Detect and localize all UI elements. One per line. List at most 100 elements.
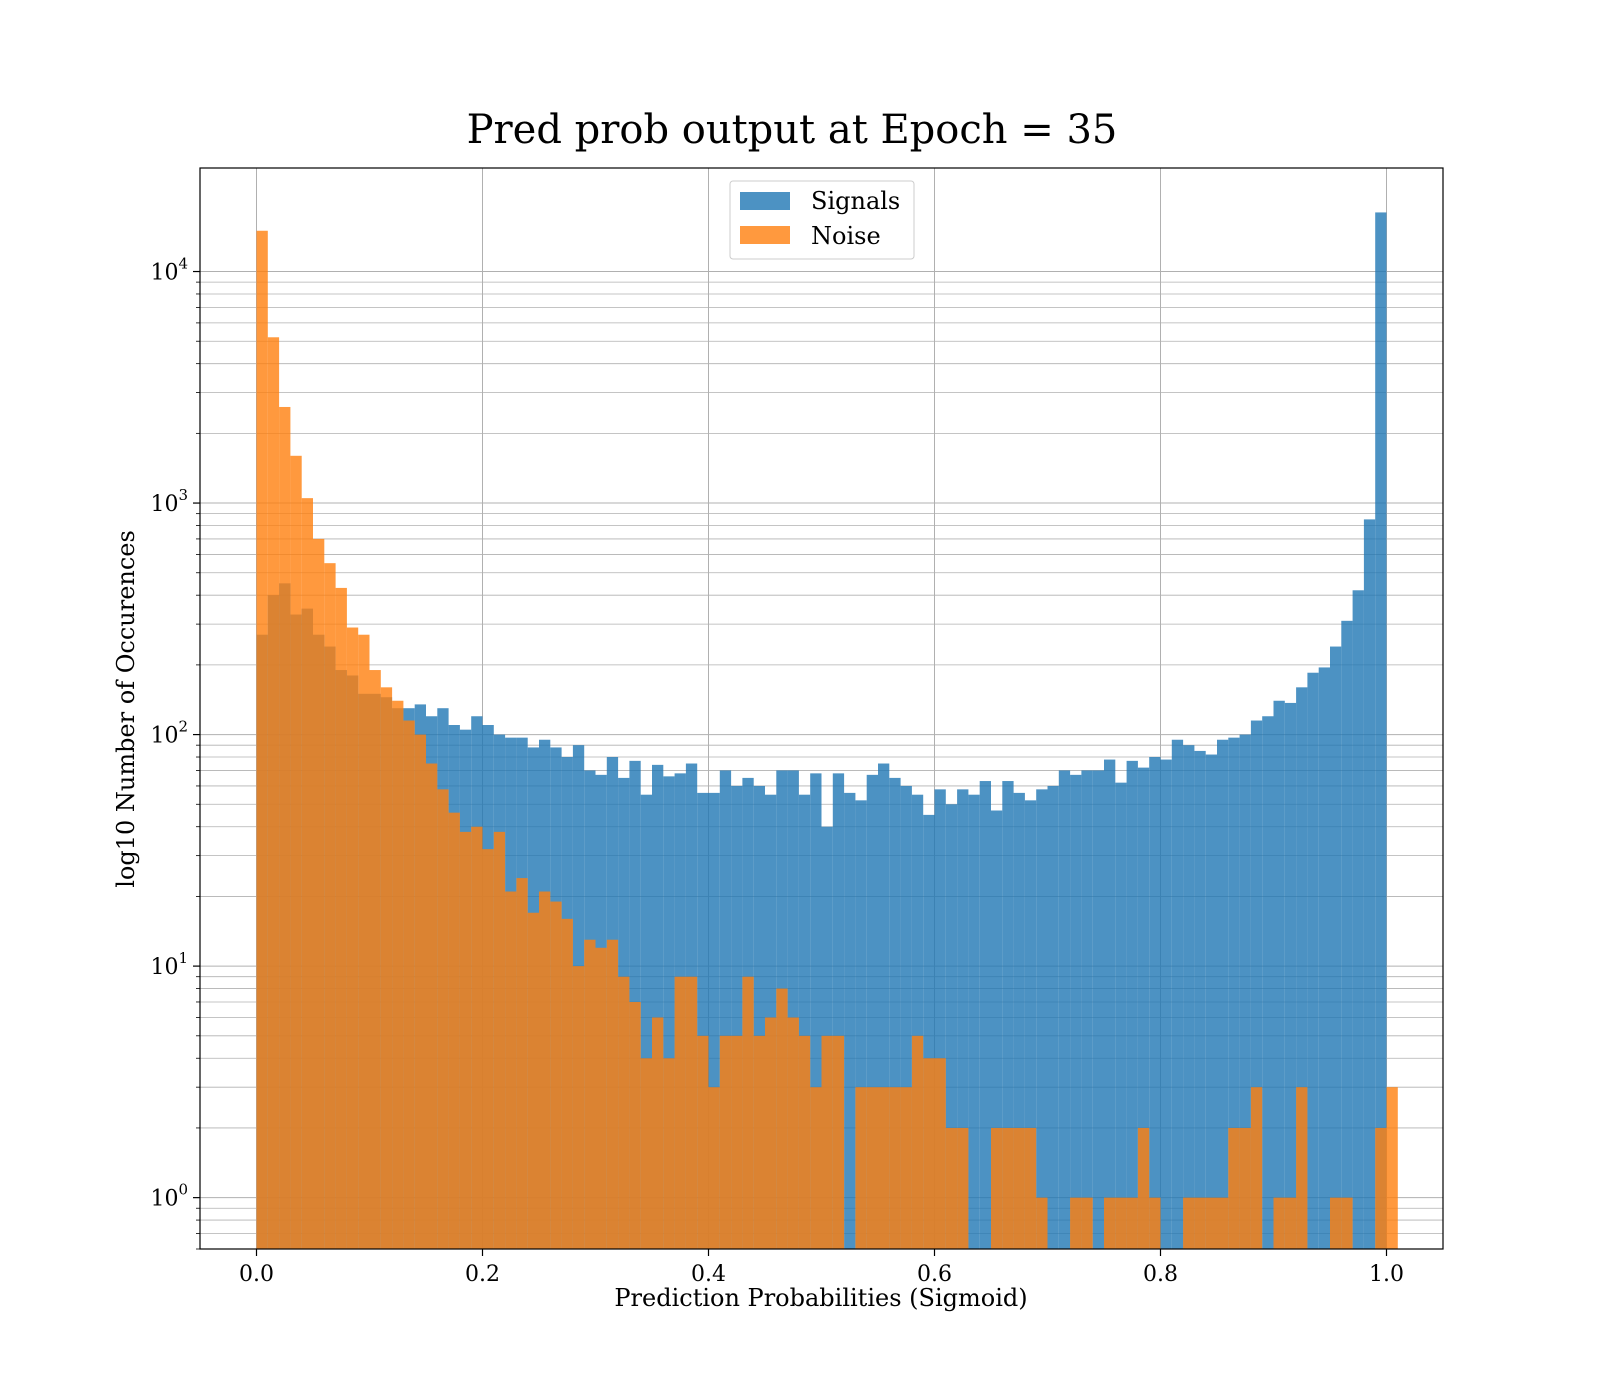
x-tick-label: 0.4 [691,1262,726,1287]
histogram-bar [1375,212,1387,1249]
histogram-bar [437,789,449,1249]
histogram-bar [1296,687,1308,1249]
histogram-bar [1126,760,1138,1249]
histogram-bar [1149,1197,1161,1249]
histogram-bar [832,1035,845,1249]
histogram-bar [1217,1197,1229,1249]
histogram-bar [697,1035,709,1249]
histogram-bar [866,774,878,1249]
histogram-bar [708,792,720,1249]
y-tick-label: 104 [150,255,188,286]
histogram-bar [719,770,732,1249]
histogram-bar [674,976,686,1249]
histogram-bar [1318,667,1330,1249]
histogram-bar [1273,1197,1285,1249]
histogram-bar [414,734,426,1249]
histogram-bar [765,1017,777,1249]
plot-frame [199,167,1444,1250]
histogram-bar [1250,720,1263,1249]
histogram-bar [1081,1197,1093,1249]
histogram-bar [1375,1127,1387,1249]
histogram-bar [618,976,630,1249]
histogram-bar [1341,1197,1353,1249]
x-tick-label: 1.0 [1369,1262,1404,1287]
histogram-bar [900,785,912,1249]
histogram-bar [708,1087,720,1249]
legend-swatch-signals [740,192,790,210]
histogram-bar [685,976,698,1249]
histogram-bar [1115,782,1127,1249]
histogram-bar [844,792,856,1249]
histogram-bar [663,1058,675,1249]
histogram-bar [1363,519,1376,1249]
histogram-bar [1002,781,1014,1249]
histogram-bar [1036,789,1048,1249]
y-tick-label: 100 [150,1181,188,1212]
histogram-bar [301,498,313,1249]
histogram-bar [1092,770,1104,1249]
histogram-bar [945,804,958,1249]
histogram-bar [267,337,280,1249]
histogram-bar [652,764,664,1249]
histogram-bar [1070,774,1082,1249]
histogram-bar [731,1035,743,1249]
histogram-bar [697,792,709,1249]
x-tick-label: 0.2 [465,1262,500,1287]
histogram-bar [957,1127,969,1249]
histogram-bar [923,814,935,1249]
histogram-bar [1081,770,1093,1249]
histogram-bar [1149,757,1161,1249]
histogram-bar [1024,800,1037,1249]
histogram-bar [923,1058,935,1249]
histogram-bar [1137,1127,1150,1249]
histogram-bar [1284,1197,1297,1249]
legend: Signals Noise [729,180,915,260]
histogram-bar [934,789,946,1249]
y-tick-label: 103 [150,486,188,517]
histogram-bar [1205,1197,1217,1249]
histogram-bar [313,538,325,1249]
histogram-bar [731,785,743,1249]
histogram-bar [1330,1197,1342,1249]
x-tick-label: 0.6 [917,1262,952,1287]
histogram-bar [911,1035,924,1249]
histogram-bar [1058,770,1071,1249]
histogram-bar [505,891,517,1249]
histogram-bar [380,687,393,1249]
histogram-bar [1228,737,1240,1249]
histogram-bar [810,773,822,1249]
histogram-bar [1205,754,1217,1249]
histogram-bar [1126,1197,1138,1249]
histogram-bar [878,1087,890,1249]
histogram-bar [1352,590,1364,1249]
histogram-bar [527,912,539,1249]
histogram-bar [798,1035,811,1249]
histogram-bar [742,976,754,1249]
histogram-bar [1013,1127,1025,1249]
histogram-bar [346,627,359,1249]
x-tick-label: 0.0 [239,1262,274,1287]
histogram-bar [900,1087,912,1249]
histogram-bar [1239,734,1251,1249]
histogram-bar [1104,1197,1116,1249]
histogram-bar [595,947,607,1249]
x-axis-label: Prediction Probabilities (Sigmoid) [614,1284,1027,1312]
y-axis-label: log10 Number of Occurences [112,530,140,888]
histogram-bar [1104,759,1116,1249]
histogram-bar [539,891,551,1249]
histogram-bar [798,794,811,1249]
histogram-bar [889,1087,901,1249]
axis-ticks: 0.0 0.2 0.4 0.6 0.8 1.0 100 101 102 103 104 [150,255,1404,1287]
y-tick-label: 101 [150,949,188,980]
histogram-bar [584,939,596,1249]
histogram-bar [1239,1127,1251,1249]
histogram-bar [787,770,799,1249]
histogram-bar [640,794,652,1249]
histogram-bar [753,1035,765,1249]
x-tick-label: 0.8 [1143,1262,1178,1287]
histogram-bar [471,826,483,1249]
histogram-bars [256,212,1398,1249]
histogram-bar [1330,646,1342,1249]
histogram-bar [945,1127,958,1249]
